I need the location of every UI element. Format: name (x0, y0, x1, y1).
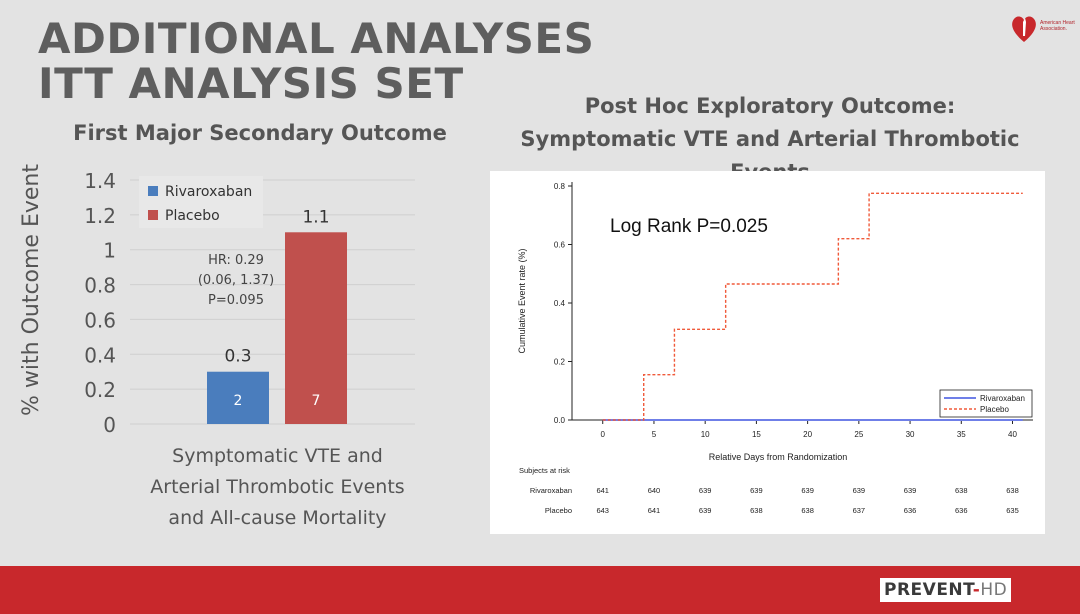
risk-cell: 639 (904, 486, 917, 495)
risk-cell: 638 (1006, 486, 1019, 495)
km-y-tick-label: 0.6 (554, 241, 566, 250)
km-x-tick-label: 35 (957, 430, 966, 439)
logo-text: American Heart Association. (1040, 20, 1075, 32)
bar-y-ticks: 0 0.2 0.4 0.6 0.8 1 1.2 1.4 (84, 169, 116, 437)
km-x-axis-label: Relative Days from Randomization (709, 452, 848, 462)
km-x-tick-label: 15 (752, 430, 761, 439)
legend: Rivaroxaban Placebo (139, 176, 263, 228)
bar-count-label: 2 (234, 393, 243, 409)
risk-cell: 641 (596, 486, 609, 495)
brand-dash: - (972, 580, 981, 600)
km-x-tick-label: 25 (854, 430, 863, 439)
km-y-axis-label: Cumulative Event rate (%) (517, 248, 527, 353)
risk-table-title: Subjects at risk (519, 466, 570, 475)
km-x-tick-label: 0 (601, 430, 606, 439)
km-x-tick-label: 10 (701, 430, 710, 439)
risk-cell: 636 (955, 506, 968, 515)
legend-swatch (148, 210, 158, 220)
risk-cell: 638 (750, 506, 763, 515)
y-tick-label: 0.6 (84, 308, 116, 332)
risk-cell: 643 (596, 506, 609, 515)
km-y-tick-label: 0.4 (554, 299, 566, 308)
risk-cell: 640 (648, 486, 661, 495)
y-tick-label: 0 (103, 413, 116, 437)
bar-rivaroxaban (207, 371, 269, 424)
risk-row-label: Rivaroxaban (530, 486, 572, 495)
prevent-hd-logo: PREVENT-HD (880, 578, 1012, 602)
bar-chart: % with Outcome Event 0 0.2 0.4 0.6 0.8 1 1.2 1.… (19, 164, 415, 437)
y-tick-label: 0.8 (84, 274, 116, 298)
right-chart-subtitle: Post Hoc Exploratory Outcome: Symptomati… (480, 90, 1060, 189)
y-tick-label: 1.2 (84, 204, 116, 228)
kaplan-meier-panel: 0.0 0.2 0.4 0.6 0.8 0 5 10 15 20 25 30 35 40 Log Rank… (490, 171, 1045, 534)
bar-value-label: 0.3 (224, 347, 251, 367)
torch-icon (1023, 18, 1026, 36)
caption-line-3: and All-cause Mortality (168, 507, 387, 529)
risk-cell: 639 (801, 486, 814, 495)
km-legend-box (939, 389, 1033, 418)
log-rank-annotation: Log Rank P=0.025 (610, 216, 768, 237)
y-tick-label: 1 (103, 239, 116, 263)
caption-line-1: Symptomatic VTE and (172, 445, 383, 467)
legend-label: Rivaroxaban (165, 184, 252, 200)
risk-cell: 638 (801, 506, 814, 515)
km-x-tick-label: 5 (652, 430, 657, 439)
risk-cell: 641 (648, 506, 661, 515)
legend-swatch (148, 186, 158, 196)
km-legend-label: Rivaroxaban (980, 394, 1025, 403)
left-chart-subtitle: First Major Secondary Outcome (73, 121, 447, 145)
km-y-tick-label: 0.8 (554, 182, 566, 191)
bar-series: 0.3 2 1.1 7 (207, 207, 347, 424)
caption-line-2: Arterial Thrombotic Events (150, 476, 405, 498)
risk-cell: 638 (955, 486, 968, 495)
hr-text-line: P=0.095 (208, 293, 264, 308)
hazard-ratio-annotation: HR: 0.29 (0.06, 1.37) P=0.095 (198, 253, 274, 308)
right-subtitle-line-2: Symptomatic VTE and Arterial Thrombotic … (520, 127, 1020, 184)
km-x-tick-label: 20 (803, 430, 812, 439)
km-x-tick-label: 30 (906, 430, 915, 439)
legend-box (139, 176, 263, 228)
slide-title-line-2: ITT ANALYSIS SET (38, 59, 464, 108)
hr-text-line: (0.06, 1.37) (198, 273, 274, 288)
kaplan-meier-chart: 0.0 0.2 0.4 0.6 0.8 0 5 10 15 20 25 30 35 40 Log Rank… (517, 182, 1033, 515)
bar-value-label: 1.1 (302, 207, 329, 227)
y-tick-label: 0.4 (84, 343, 116, 367)
km-x-tick-label: 40 (1008, 430, 1017, 439)
bar-count-label: 7 (312, 393, 321, 409)
km-y-tick-label: 0.0 (554, 416, 566, 425)
risk-cell: 639 (853, 486, 866, 495)
km-series (602, 192, 1023, 421)
risk-cell: 639 (750, 486, 763, 495)
km-legend-label: Placebo (980, 405, 1009, 414)
american-heart-association-logo (1012, 16, 1036, 42)
slide-title: ADDITIONAL ANALYSES ITT ANALYSIS SET (38, 16, 594, 106)
left-chart-caption: Symptomatic VTE and Arterial Thrombotic … (120, 441, 435, 534)
slide-title-line-1: ADDITIONAL ANALYSES (38, 14, 595, 63)
brand-main: PREVENT (884, 580, 973, 600)
risk-cell: 636 (904, 506, 917, 515)
right-subtitle-line-1: Post Hoc Exploratory Outcome: (584, 94, 956, 118)
risk-cell: 639 (699, 506, 712, 515)
risk-cell: 639 (699, 486, 712, 495)
y-axis-label: % with Outcome Event (19, 164, 44, 416)
risk-cell: 637 (853, 506, 866, 515)
risk-table: Subjects at risk Rivaroxaban 641 640 639 639 6… (519, 466, 1019, 515)
hr-text-line: HR: 0.29 (208, 253, 264, 268)
bar-placebo (285, 232, 347, 424)
y-tick-label: 0.2 (84, 378, 116, 402)
brand-suffix: HD (980, 580, 1008, 600)
km-y-tick-label: 0.2 (554, 358, 566, 367)
km-legend: Rivaroxaban Placebo (939, 389, 1033, 418)
km-line-placebo (602, 192, 1023, 421)
legend-label: Placebo (165, 208, 220, 224)
risk-row-label: Placebo (545, 506, 572, 515)
risk-cell: 635 (1006, 506, 1019, 515)
y-tick-label: 1.4 (84, 169, 116, 193)
